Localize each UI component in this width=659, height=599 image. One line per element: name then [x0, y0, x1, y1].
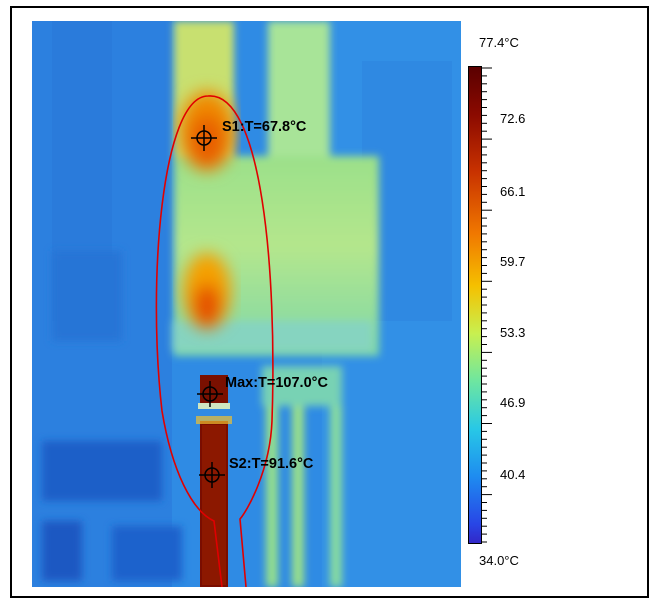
scale-tick-label: 72.6	[500, 111, 526, 126]
spot-label-s2: S2:T=91.6°C	[229, 456, 314, 472]
spot-label-max: Max:T=107.0°C	[225, 375, 328, 391]
spot-marker-s1	[191, 125, 217, 151]
spot-marker-max	[197, 381, 223, 407]
annotation-ellipse	[155, 95, 274, 587]
scale-tick-label: 46.9	[500, 395, 526, 410]
temperature-scale: 77.4°C 72.6 66.1 59.7 53.3 46.9 40.4 34.…	[462, 21, 558, 587]
scale-tick-label: 59.7	[500, 254, 526, 269]
thermal-image: S1:T=67.8°C Max:T=107.0°C S2:T=91.6°C	[32, 21, 461, 587]
scale-max-label: 77.4°C	[479, 35, 519, 50]
scale-tick-label: 66.1	[500, 184, 526, 199]
scale-tick-label: 53.3	[500, 325, 526, 340]
scale-tick-label: 40.4	[500, 467, 526, 482]
color-scale-bar	[468, 66, 482, 544]
scale-min-label: 34.0°C	[479, 553, 519, 568]
spot-label-s1: S1:T=67.8°C	[222, 119, 307, 135]
spot-marker-s2	[199, 462, 225, 488]
scale-ticks	[482, 67, 492, 543]
